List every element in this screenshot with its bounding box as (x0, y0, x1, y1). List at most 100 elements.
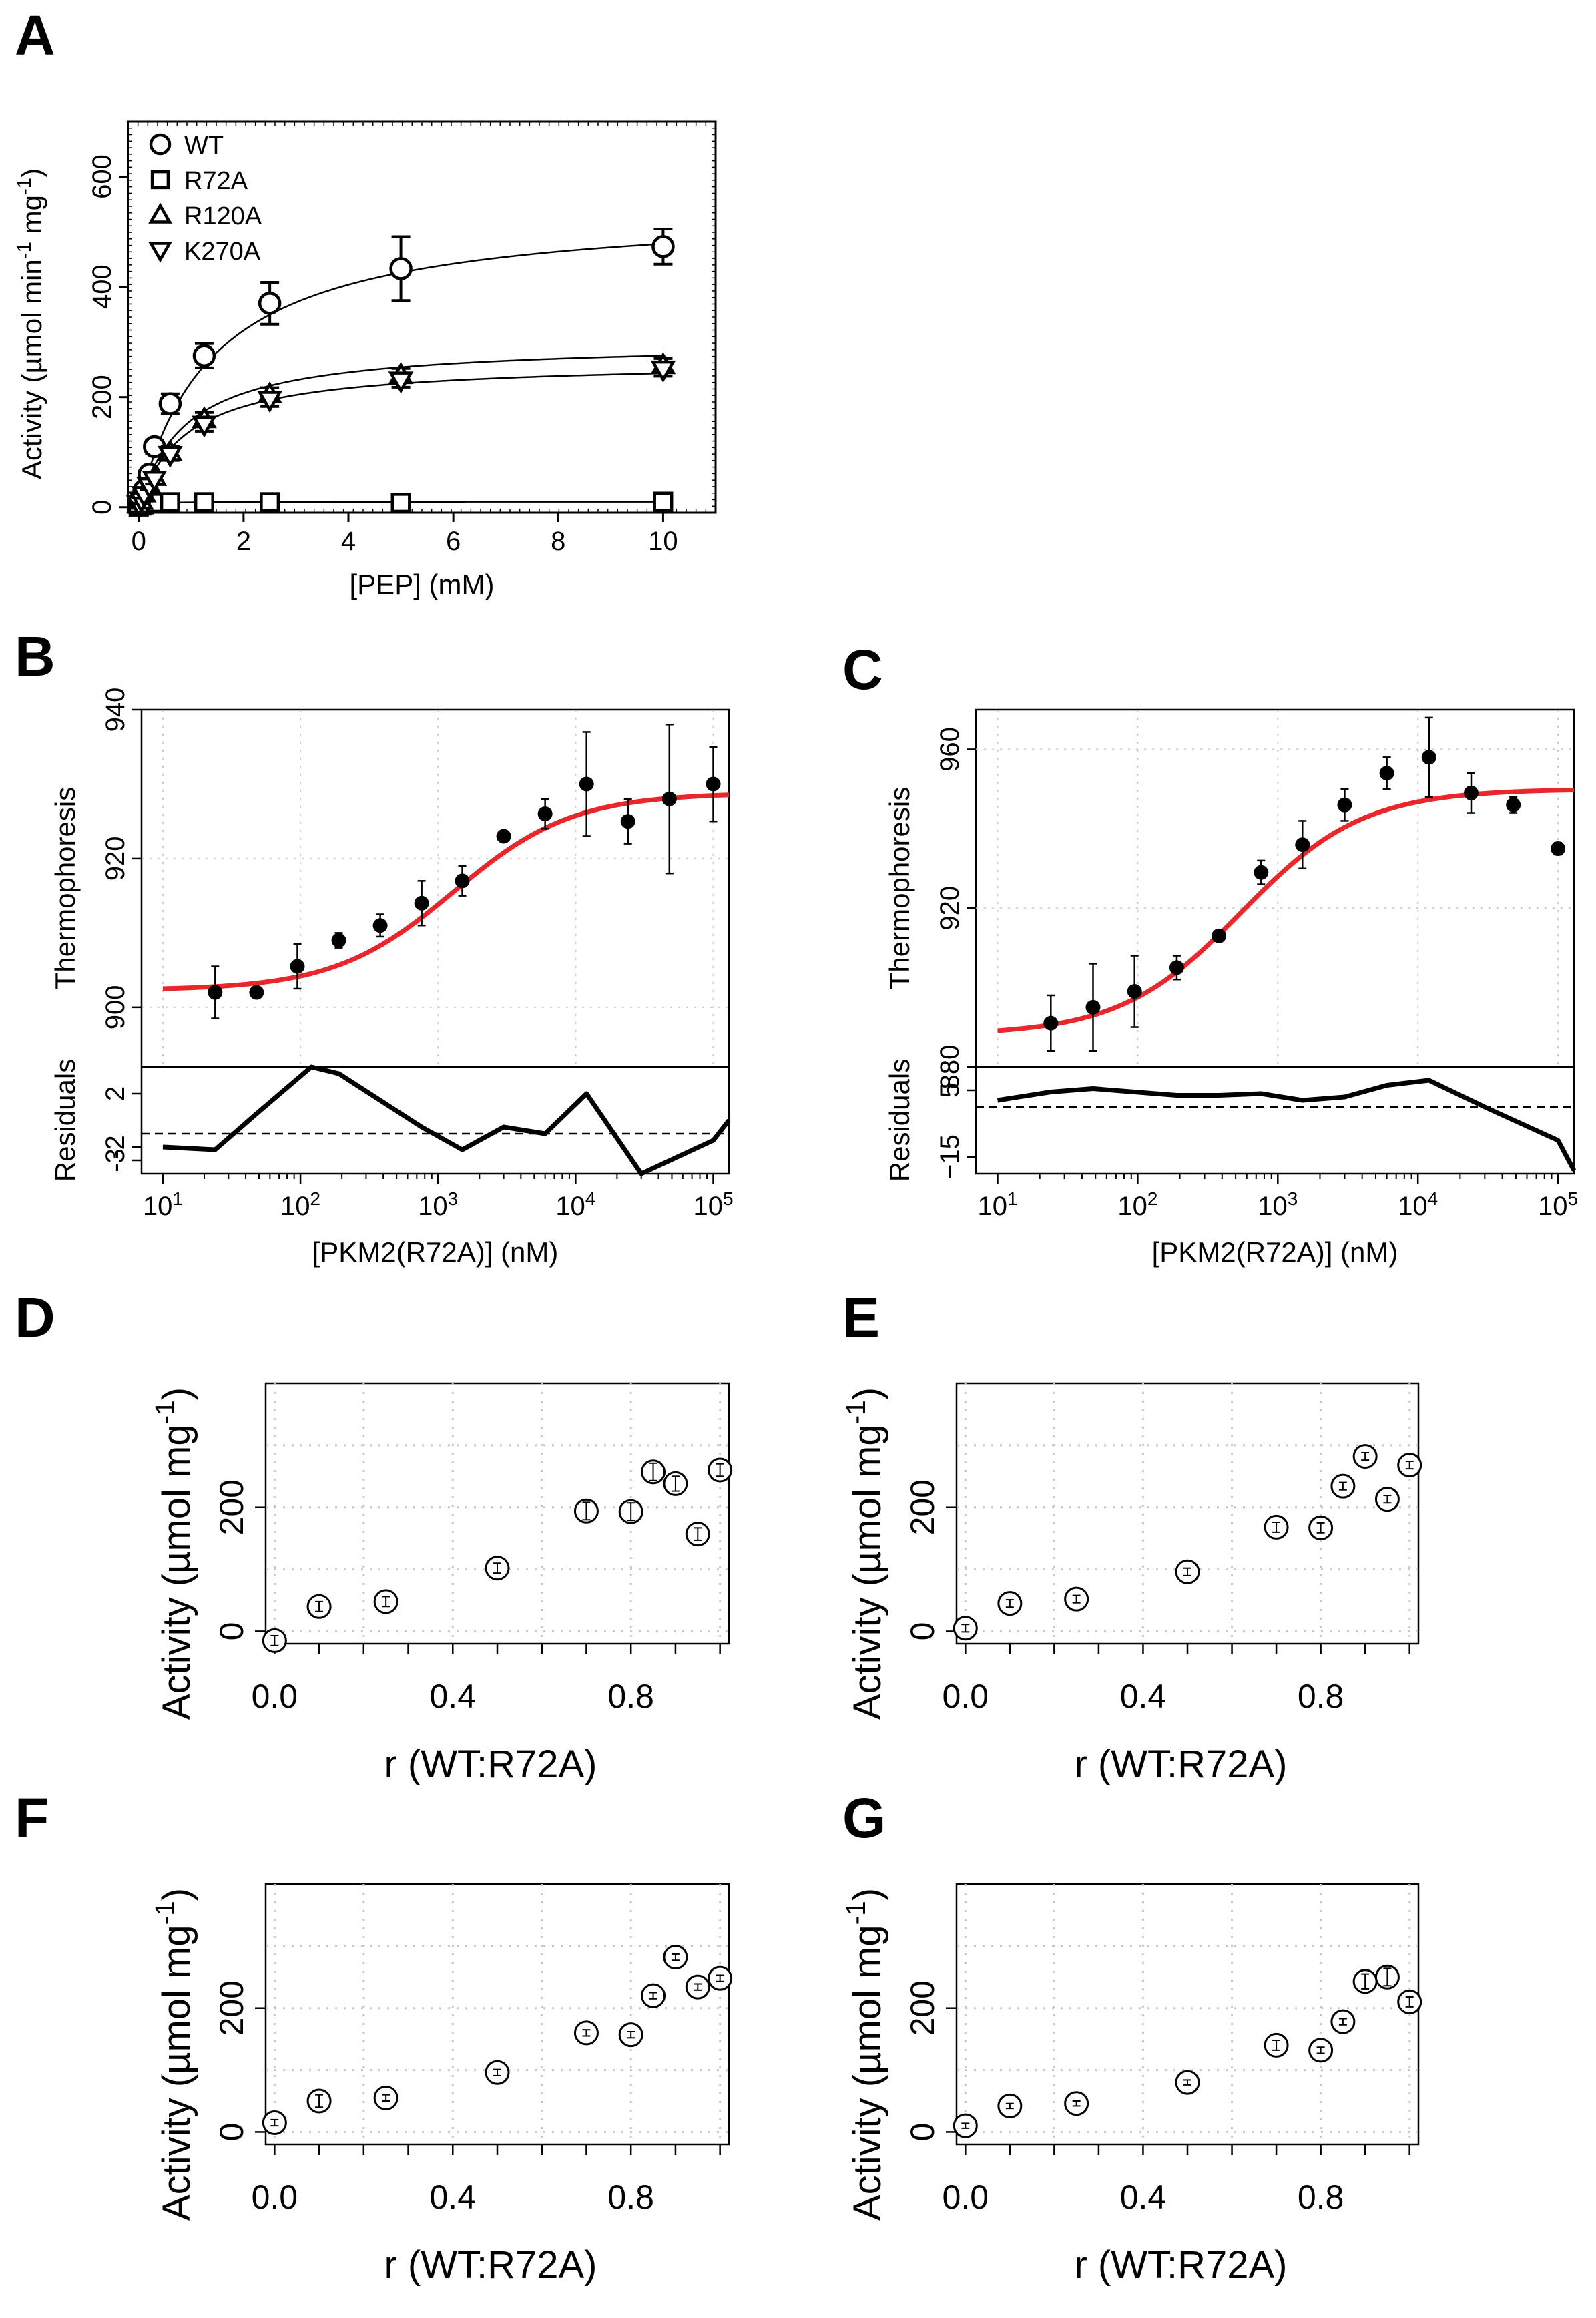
data-point-k270a (257, 391, 283, 413)
x-tick-label: 105 (1538, 1188, 1578, 1222)
data-point (372, 918, 388, 933)
data-point-r72a (160, 492, 180, 513)
x-tick-label: 0.4 (430, 2178, 477, 2216)
legend-label: R72A (184, 167, 248, 195)
data-point (249, 985, 264, 1000)
x-tick-label: 103 (1258, 1188, 1298, 1222)
data-point (579, 776, 594, 792)
y-tick-label: 0 (904, 2123, 941, 2142)
data-point (290, 959, 305, 974)
x-tick-label: 10 (648, 527, 678, 556)
x-tick-label: 0.8 (1298, 1678, 1344, 1715)
x-tick-label: 102 (1117, 1188, 1157, 1222)
x-axis-label: r (WT:R72A) (1075, 1743, 1288, 1786)
y-axis-label: Thermophoresis (884, 787, 915, 989)
chart-c: 880 920 960 5 −15 101 102 103 104 105 [PKM2(R72A)]… (884, 708, 1578, 1268)
residual-y-tick-label: -2 (101, 1135, 130, 1159)
panel-label-c: C (842, 638, 883, 701)
data-point (1212, 928, 1227, 943)
data-point (1254, 865, 1269, 880)
data-point-r72a (390, 493, 411, 513)
data-point-k270a (650, 360, 676, 383)
data-point-r72a (194, 492, 214, 513)
data-point-wt (258, 292, 282, 315)
residual-y-tick-label: -3 (101, 1148, 130, 1172)
data-point (455, 873, 470, 889)
panel-label-d: D (15, 1286, 55, 1349)
data-point (1506, 797, 1521, 813)
data-point (208, 985, 223, 1000)
data-point (661, 791, 677, 806)
x-tick-label: 0.8 (1298, 2178, 1344, 2216)
x-axis-label: r (WT:R72A) (1075, 2243, 1288, 2287)
y-tick-label: 940 (101, 688, 130, 732)
x-tick-label: 0.8 (607, 1678, 654, 1715)
x-tick-label: 0.0 (252, 1678, 298, 1715)
data-point (1551, 841, 1566, 857)
data-point (1169, 960, 1184, 975)
legend-label: R120A (184, 202, 262, 230)
legend-marker-k270a (148, 242, 172, 263)
chart-f: 0.0 0.4 0.8 0 200 r (WT:R72A) Activity (µmol m… (150, 1883, 733, 2287)
panel-label-e: E (842, 1286, 880, 1349)
chart-g: 0.0 0.4 0.8 0 200 r (WT:R72A) Activity (µmol m… (840, 1883, 1422, 2287)
y-tick-label: 0 (904, 1622, 941, 1641)
x-tick-label: 4 (341, 527, 356, 556)
y-tick-label: 880 (935, 1045, 965, 1090)
x-tick-label: 0.0 (943, 2178, 989, 2216)
y-tick-label: 200 (904, 1980, 941, 2036)
data-point-wt (158, 392, 182, 415)
x-tick-label: 0.4 (1120, 1678, 1167, 1715)
data-point (496, 829, 511, 844)
y-tick-label: 0 (213, 1622, 250, 1641)
y-tick-label: 900 (101, 985, 130, 1029)
data-point (620, 814, 635, 829)
legend-marker-r72a (150, 170, 170, 190)
y-tick-label: 200 (213, 1479, 250, 1535)
data-point (1295, 837, 1310, 853)
y-tick-label: 200 (904, 1479, 941, 1535)
chart-b: 900 920 940 2 -2-3 101 102 103 104 105 [PKM2(R72A)… (49, 688, 734, 1268)
x-tick-label: 104 (1398, 1188, 1438, 1222)
data-point-wt (651, 235, 675, 258)
data-point (1463, 785, 1479, 800)
data-point-wt (192, 344, 216, 368)
x-tick-label: 8 (551, 527, 565, 556)
x-tick-label: 0 (131, 527, 146, 556)
plot-frame (140, 708, 730, 1175)
x-tick-label: 0.4 (430, 1678, 477, 1715)
data-point (1085, 999, 1101, 1015)
x-tick-label: 2 (236, 527, 251, 556)
panel-label-f: F (15, 1787, 49, 1849)
y-tick-label: 0 (87, 500, 117, 515)
x-tick-label: 0.0 (252, 2178, 298, 2216)
x-tick-label: 6 (446, 527, 461, 556)
x-tick-label: 0.0 (943, 1678, 989, 1715)
plot-frame (264, 1382, 730, 1645)
y-tick-label: 920 (935, 886, 965, 931)
chart-a: 0 2 4 6 8 10 0 200 400 600 [PEP] (mM) Activity (µmo… (13, 120, 717, 600)
plot-frame (955, 1382, 1420, 1645)
data-point-k270a (388, 371, 414, 394)
y-tick-label: 400 (87, 264, 117, 309)
data-point (1337, 797, 1352, 813)
data-point (1127, 984, 1142, 999)
data-point-r72a (653, 491, 674, 512)
data-point (706, 776, 721, 792)
panel-label-a: A (15, 4, 55, 67)
data-point-k270a (157, 445, 183, 468)
y-axis-label: Thermophoresis (49, 787, 81, 989)
y-tick-label: 920 (101, 837, 130, 881)
x-tick-label: 105 (693, 1188, 733, 1222)
chart-e: 0.0 0.4 0.8 0 200 r (WT:R72A) Activity (µmol m… (840, 1382, 1422, 1786)
residual-y-tick-label: −15 (935, 1134, 965, 1180)
data-point (331, 933, 346, 948)
x-tick-label: 103 (418, 1188, 458, 1222)
y-axis-label: Activity (µmol min-1 mg-1) (13, 168, 48, 479)
residual-y-tick-label: 2 (101, 1086, 130, 1101)
x-tick-label: 101 (143, 1188, 183, 1222)
y-tick-label: 200 (213, 1980, 250, 2036)
y-axis-label: Activity (µmol mg-1) (150, 1888, 198, 2221)
x-tick-label: 101 (977, 1188, 1017, 1222)
